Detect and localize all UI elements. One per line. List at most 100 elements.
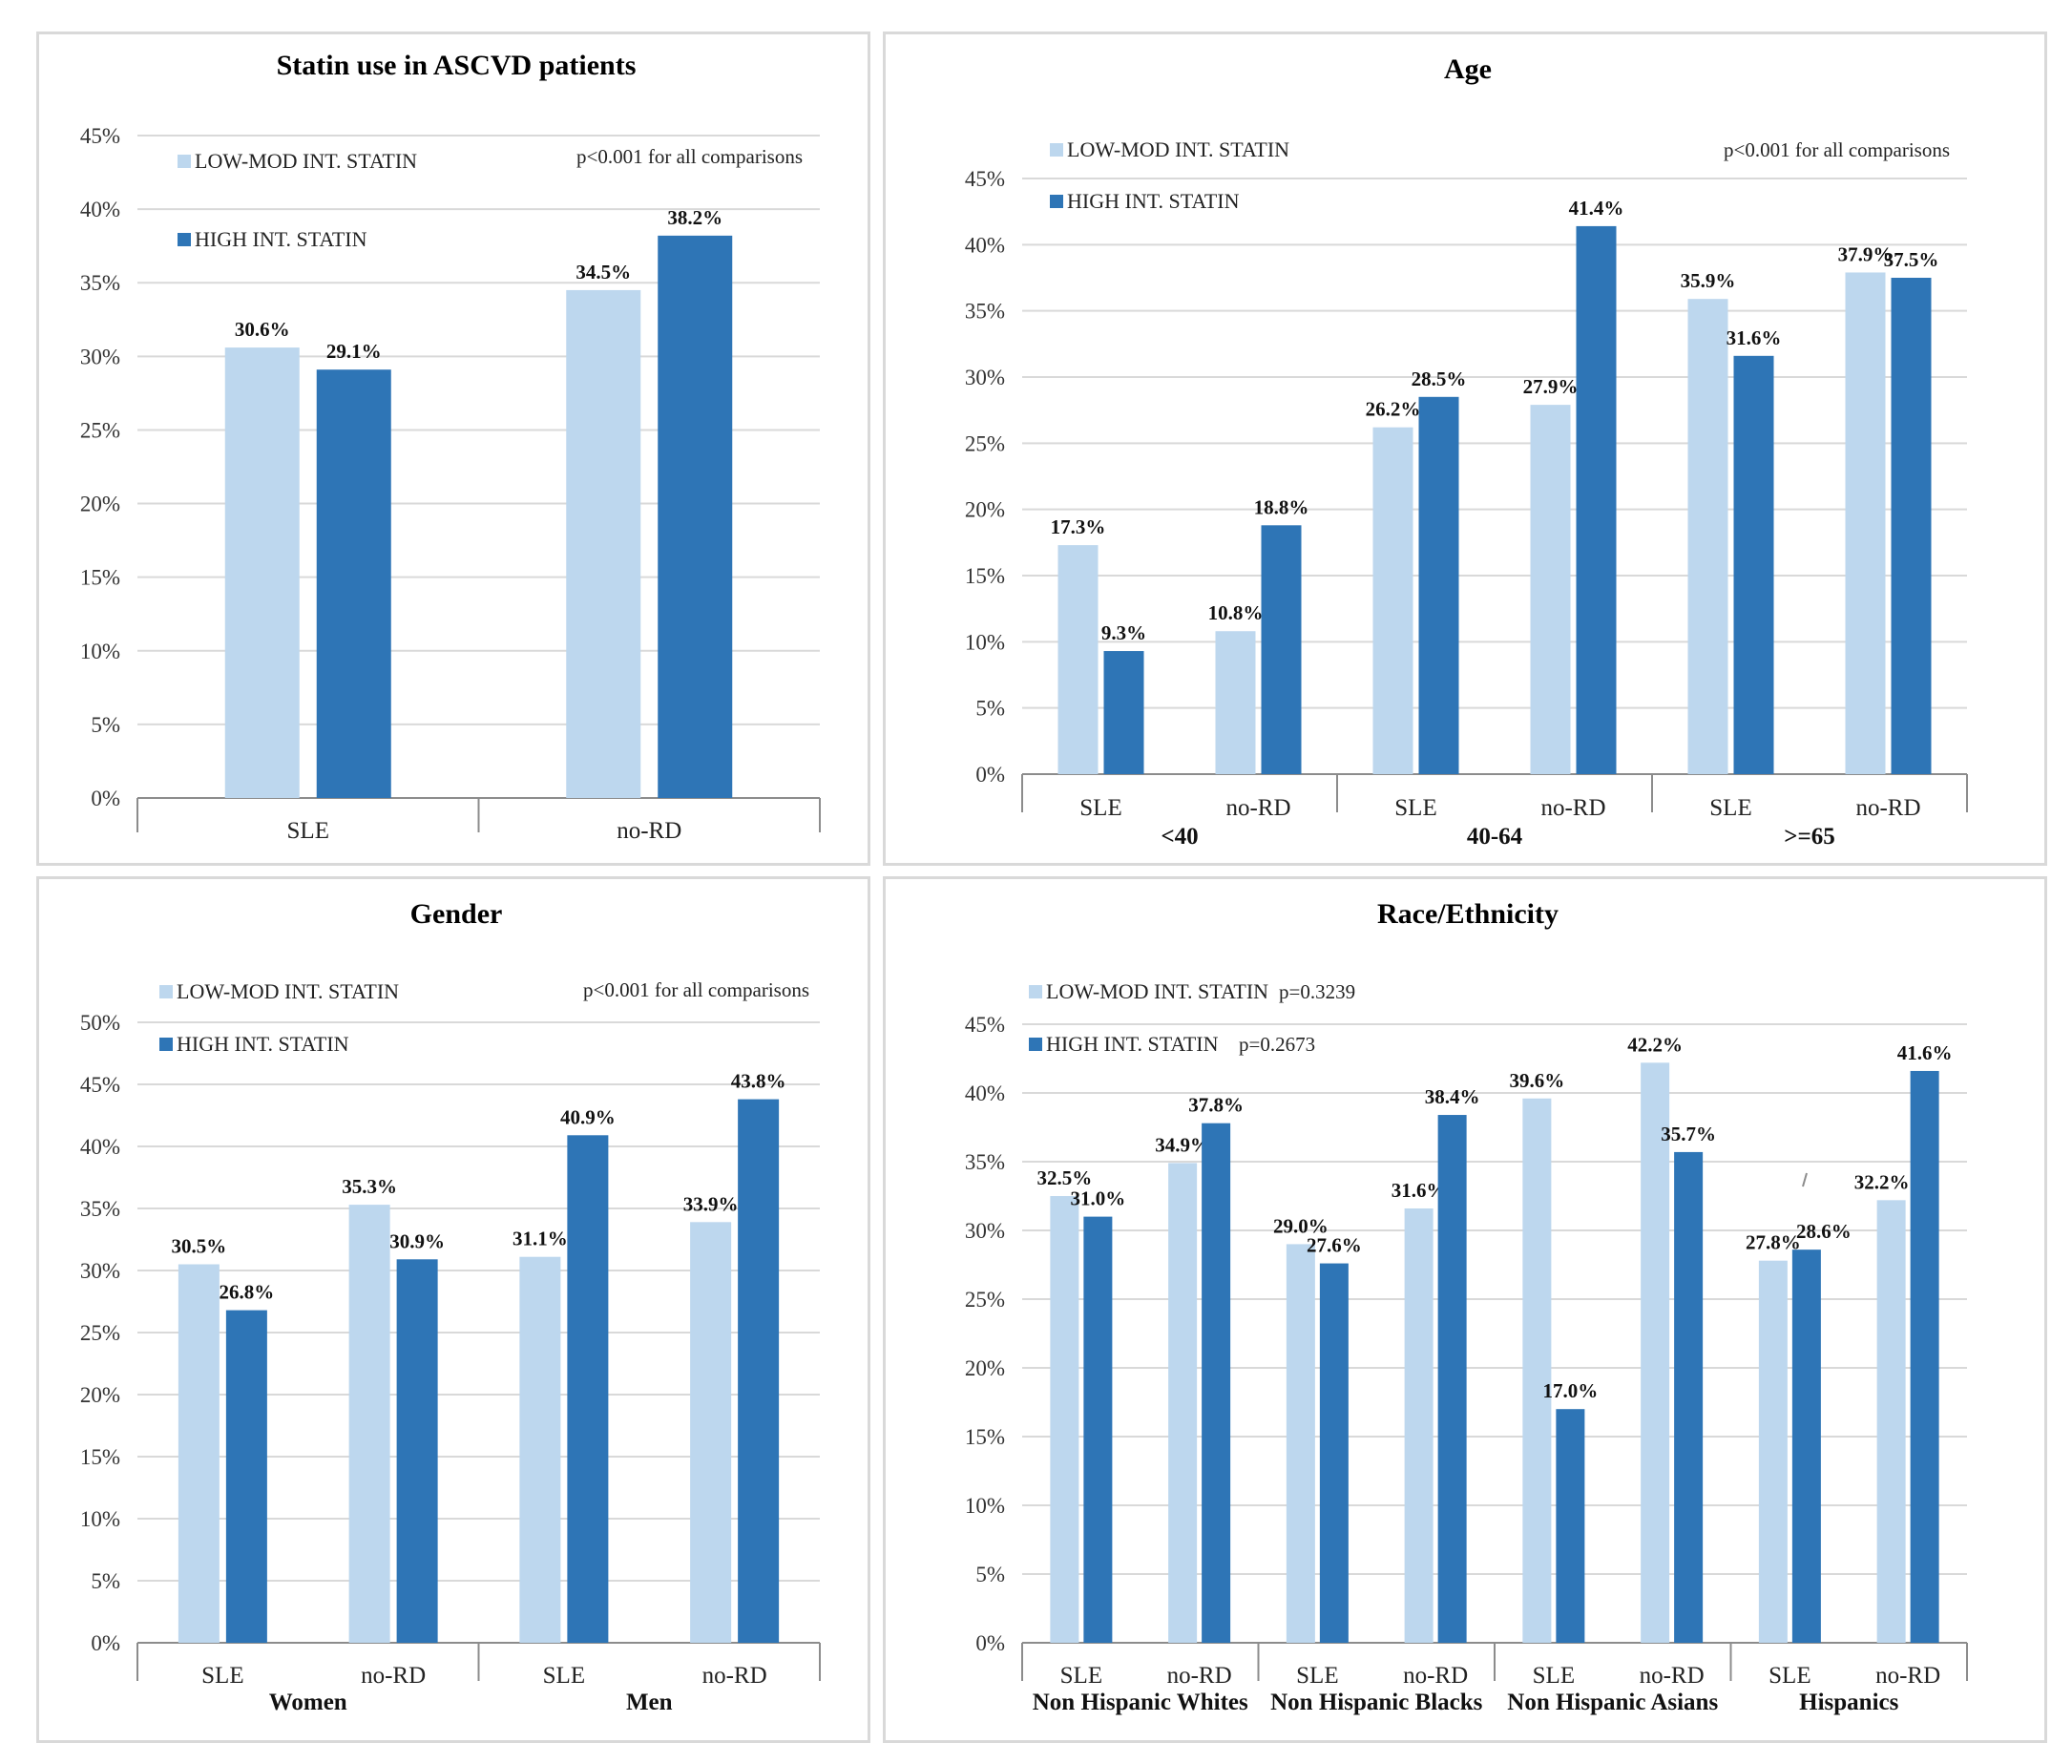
y-tick-label: 40% — [80, 198, 120, 221]
y-tick-label: 20% — [965, 498, 1005, 522]
data-label: 29.1% — [326, 340, 382, 363]
data-label: 31.0% — [1071, 1187, 1126, 1210]
data-label: 32.2% — [1854, 1170, 1910, 1193]
bar-high — [567, 1135, 609, 1643]
bar-low-mod — [1758, 1260, 1788, 1643]
bar-low-mod — [1050, 1196, 1079, 1643]
y-tick-label: 5% — [91, 1569, 120, 1593]
chart-title: Age — [1444, 53, 1492, 85]
x-group-label: 40-64 — [1467, 824, 1523, 850]
bar-low-mod — [1404, 1208, 1434, 1643]
x-category-label: SLE — [1394, 795, 1436, 821]
x-category-label: no-RD — [1855, 795, 1920, 821]
bar-low-mod — [1530, 405, 1571, 774]
p-value-note: p<0.001 for all comparisons — [576, 145, 803, 168]
y-tick-label: 0% — [975, 763, 1005, 787]
x-group-label: >=65 — [1784, 824, 1835, 850]
y-tick-label: 10% — [965, 1494, 1005, 1518]
x-category-label: no-RD — [1875, 1663, 1940, 1689]
legend-label-high: HIGH INT. STATIN — [177, 1032, 349, 1056]
data-label: 32.5% — [1037, 1166, 1093, 1189]
data-label: 41.6% — [1897, 1041, 1953, 1064]
y-tick-label: 15% — [965, 1425, 1005, 1449]
data-label: 35.7% — [1661, 1123, 1716, 1145]
x-category-label: SLE — [201, 1663, 243, 1689]
y-tick-label: 40% — [965, 233, 1005, 257]
legend-label-low: LOW-MOD INT. STATIN — [1046, 979, 1268, 1003]
data-label: 17.3% — [1051, 515, 1106, 538]
legend-label-low: LOW-MOD INT. STATIN — [1067, 137, 1289, 161]
data-label: 28.5% — [1412, 368, 1467, 390]
data-label: 9.3% — [1101, 621, 1146, 644]
data-label: 26.8% — [220, 1281, 275, 1304]
y-tick-label: 30% — [80, 1259, 120, 1283]
bar-low-mod — [1372, 427, 1413, 774]
data-label: 30.5% — [172, 1235, 227, 1258]
y-tick-label: 40% — [965, 1082, 1005, 1105]
panel-statin-use: Statin use in ASCVD patients 0% 5% 10% 15% 20… — [36, 32, 870, 866]
y-tick-label: 10% — [80, 1507, 120, 1531]
y-tick-label: 10% — [80, 640, 120, 663]
bar-high — [1437, 1115, 1467, 1643]
legend-label-low: LOW-MOD INT. STATIN — [177, 979, 399, 1003]
data-label: 26.2% — [1366, 398, 1421, 421]
y-tick-label: 5% — [975, 697, 1005, 721]
y-tick-label: 40% — [80, 1135, 120, 1159]
x-category-label: no-RD — [617, 818, 681, 844]
bar-low-mod — [1845, 272, 1886, 774]
y-tick-label: 35% — [965, 300, 1005, 324]
bar-high — [1791, 1250, 1821, 1643]
bar-high — [1891, 278, 1932, 774]
bar-low-mod — [224, 347, 300, 798]
bar-high — [1319, 1263, 1349, 1643]
legend-swatch-high — [178, 233, 191, 246]
data-label: 27.8% — [1746, 1231, 1801, 1254]
data-label: 39.6% — [1510, 1069, 1565, 1092]
legend-swatch-high — [1050, 195, 1063, 208]
bar-high — [658, 235, 733, 799]
bar-low-mod — [566, 289, 641, 798]
data-label: 27.9% — [1523, 375, 1579, 398]
x-group-label: Women — [269, 1690, 347, 1715]
legend-label-high: HIGH INT. STATIN — [195, 227, 367, 251]
data-label: 31.6% — [1392, 1179, 1447, 1202]
x-category-label: SLE — [1079, 795, 1121, 821]
y-tick-label: 45% — [965, 167, 1005, 191]
y-tick-label: 15% — [965, 564, 1005, 588]
data-label: 38.2% — [667, 206, 722, 229]
legend-swatch-low — [1050, 143, 1063, 157]
label-leader-line — [1802, 1172, 1808, 1187]
x-group-label: Men — [626, 1690, 673, 1715]
data-label: 30.9% — [389, 1229, 445, 1252]
data-label: 33.9% — [683, 1192, 739, 1215]
data-label: 30.6% — [235, 318, 290, 341]
bar-high — [1202, 1123, 1231, 1643]
bar-low-mod — [1215, 631, 1256, 774]
data-label: 31.6% — [1727, 326, 1782, 349]
data-label: 34.9% — [1155, 1133, 1210, 1156]
y-tick-label: 20% — [80, 493, 120, 516]
x-category-label: no-RD — [1640, 1663, 1705, 1689]
bar-high — [225, 1310, 267, 1643]
bar-high — [1910, 1070, 1939, 1643]
data-label: 27.6% — [1307, 1234, 1362, 1257]
y-tick-label: 30% — [80, 345, 120, 368]
y-tick-label: 25% — [80, 418, 120, 442]
legend-label-high: HIGH INT. STATIN — [1067, 189, 1240, 213]
chart-age: Age 0% 5% 10% 15% 20% 25% 30% 35% 40% 45% 17.3% 9.3%… — [965, 53, 1968, 850]
legend-p-value-high: p=0.2673 — [1239, 1033, 1315, 1056]
bar-low-mod — [348, 1205, 390, 1643]
x-category-label: no-RD — [1225, 795, 1290, 821]
legend-swatch-high — [159, 1038, 173, 1051]
data-label: 35.3% — [342, 1175, 397, 1198]
x-category-label: no-RD — [1167, 1663, 1232, 1689]
bar-high — [1556, 1409, 1585, 1643]
y-tick-label: 0% — [91, 787, 120, 810]
bar-low-mod — [1057, 545, 1099, 774]
data-label: 37.8% — [1188, 1094, 1244, 1117]
data-label: 41.4% — [1569, 197, 1624, 220]
bar-high — [316, 369, 391, 798]
data-label: 43.8% — [731, 1070, 786, 1093]
legend-swatch-high — [1029, 1038, 1042, 1051]
panel-gender: Gender 0% 5% 10% 15% 20% 25% 30% 35% 40% 45% 50% 30.… — [36, 876, 870, 1743]
